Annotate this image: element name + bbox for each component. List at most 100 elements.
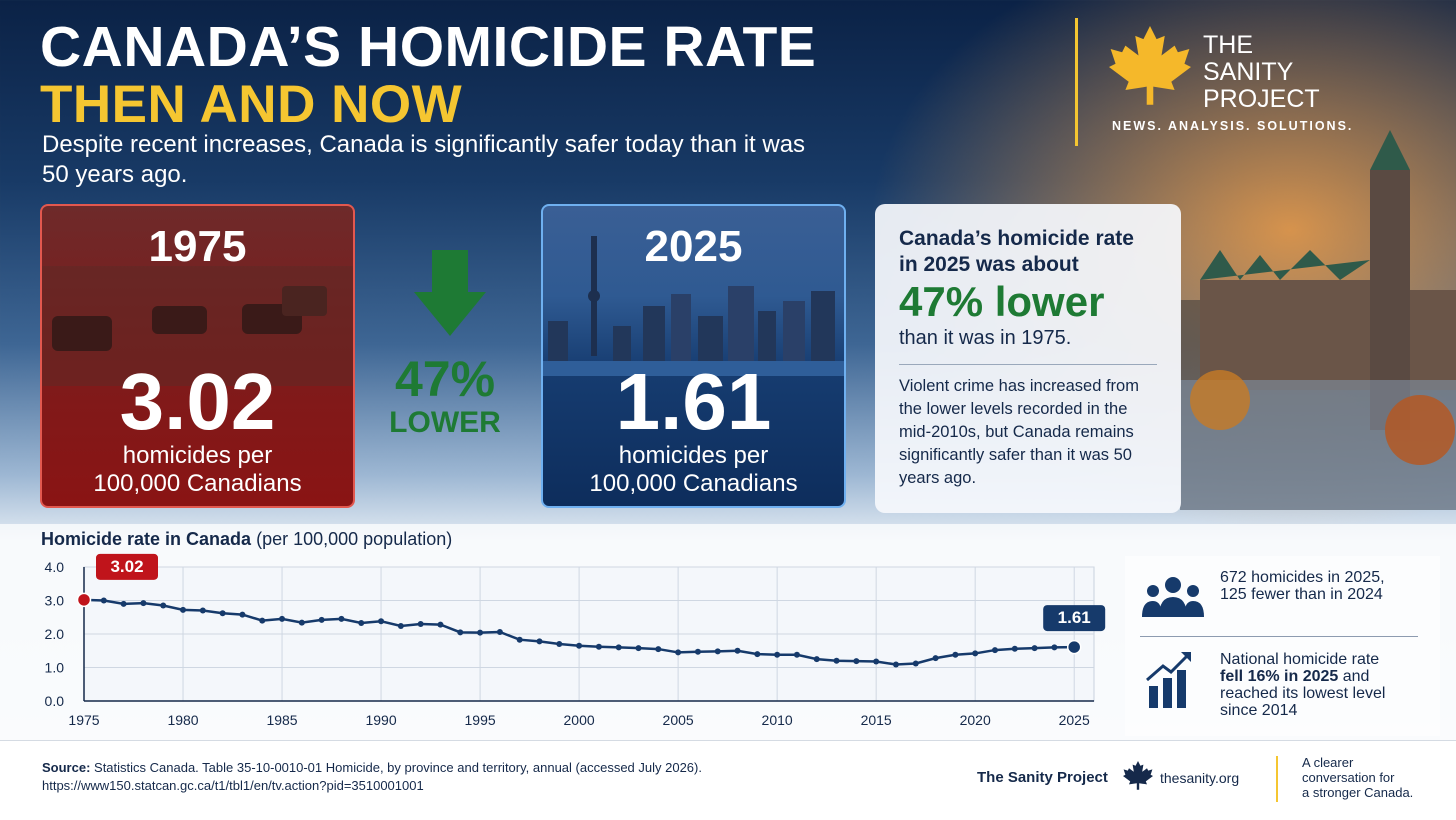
point bbox=[714, 648, 721, 655]
stat-text: 672 homicides in 2025, 125 fewer than in… bbox=[1220, 569, 1385, 603]
point bbox=[952, 651, 959, 658]
point bbox=[615, 644, 622, 651]
skyline-illustration bbox=[543, 236, 844, 376]
point bbox=[516, 636, 523, 643]
stat-divider bbox=[1140, 636, 1418, 637]
point bbox=[1066, 639, 1082, 655]
info-card: Canada’s homicide rate in 2025 was about… bbox=[875, 204, 1181, 513]
divider bbox=[1075, 18, 1078, 146]
point bbox=[140, 600, 147, 607]
stat-text-bold: fell 16% in 2025 bbox=[1220, 668, 1339, 685]
point bbox=[1051, 644, 1058, 651]
people-icon bbox=[1142, 577, 1204, 617]
card-unit: homicides per bbox=[122, 442, 273, 469]
change-label: LOWER bbox=[389, 406, 501, 439]
point bbox=[991, 647, 998, 654]
y-tick-label: 0.0 bbox=[45, 693, 65, 709]
point bbox=[378, 618, 385, 625]
data-label: 1.61 bbox=[1058, 608, 1091, 627]
down-arrow bbox=[414, 250, 486, 336]
x-tick-label: 1985 bbox=[266, 712, 297, 728]
brand-tagline: NEWS. ANALYSIS. SOLUTIONS. bbox=[1112, 119, 1354, 133]
point bbox=[675, 649, 682, 656]
callout-box bbox=[96, 553, 158, 580]
x-tick-label: 2000 bbox=[564, 712, 595, 728]
point bbox=[298, 619, 305, 626]
brand-name: PROJECT bbox=[1203, 85, 1320, 113]
chart-title: Homicide rate in Canada bbox=[41, 529, 252, 549]
card-2025: 2025 1.61 homicides per 100,000 Canadians bbox=[541, 204, 846, 508]
footer-brand: The Sanity Project bbox=[977, 769, 1108, 786]
point bbox=[397, 622, 404, 629]
point bbox=[813, 656, 820, 663]
point bbox=[595, 643, 602, 650]
title-line: CANADA’S HOMICIDE RATE bbox=[40, 15, 817, 79]
point bbox=[734, 647, 741, 654]
parliament-illustration bbox=[1180, 130, 1456, 510]
y-tick-label: 4.0 bbox=[45, 559, 65, 575]
footer-leaf bbox=[1123, 761, 1153, 790]
point bbox=[655, 646, 662, 653]
x-tick-label: 2010 bbox=[762, 712, 793, 728]
point bbox=[100, 597, 107, 604]
info-body-bold: Violent crime bbox=[899, 377, 995, 395]
point bbox=[694, 648, 701, 655]
subtitle: Despite recent increases, Canada is sign… bbox=[42, 131, 806, 188]
x-tick-label: 1995 bbox=[465, 712, 496, 728]
title-line: THEN AND NOW bbox=[40, 75, 463, 134]
point bbox=[576, 642, 583, 649]
street-illustration bbox=[42, 266, 353, 386]
growth-icon bbox=[1146, 652, 1191, 708]
card-year: 1975 bbox=[148, 222, 247, 271]
point bbox=[774, 651, 781, 658]
point bbox=[437, 621, 444, 628]
y-tick-label: 1.0 bbox=[45, 660, 65, 676]
stat-text: and reached its lowest level since 2014 bbox=[1220, 668, 1386, 719]
point bbox=[318, 616, 325, 623]
chart: 0.0 1.0 2.0 3.0 4.0 1975 1980 1985 1990 1995 2000 2… bbox=[45, 553, 1106, 728]
source-label: Source: bbox=[42, 760, 91, 775]
point bbox=[417, 620, 424, 627]
point bbox=[635, 645, 642, 652]
card-unit: 100,000 Canadians bbox=[93, 470, 302, 497]
x-tick-label: 2020 bbox=[960, 712, 991, 728]
card-unit: 100,000 Canadians bbox=[589, 470, 798, 497]
point bbox=[833, 657, 840, 664]
point bbox=[556, 641, 563, 648]
footer-site: thesanity.org bbox=[1160, 770, 1240, 786]
x-tick-label: 2005 bbox=[663, 712, 694, 728]
data-label: 3.02 bbox=[110, 557, 143, 576]
point bbox=[76, 592, 92, 608]
chart-subtitle: (per 100,000 population) bbox=[256, 529, 453, 549]
point bbox=[496, 628, 503, 635]
y-tick-label: 3.0 bbox=[45, 593, 65, 609]
point bbox=[457, 629, 464, 636]
point bbox=[120, 600, 127, 607]
source-text: Statistics Canada. Table 35-10-0010-01 H… bbox=[90, 760, 702, 775]
source-url: https://www150.statcan.gc.ca/t1/tbl1/en/… bbox=[42, 778, 424, 793]
point bbox=[1011, 645, 1018, 652]
x-tick-label: 2025 bbox=[1059, 712, 1090, 728]
point bbox=[972, 650, 979, 657]
info-highlight: 47% lower bbox=[899, 278, 1105, 325]
point bbox=[160, 602, 167, 609]
x-tick-label: 2015 bbox=[861, 712, 892, 728]
x-tick-label: 1975 bbox=[68, 712, 99, 728]
x-tick-label: 1990 bbox=[365, 712, 396, 728]
footer-motto: a stronger Canada. bbox=[1302, 785, 1414, 800]
point bbox=[793, 651, 800, 658]
footer-motto: conversation for bbox=[1302, 770, 1395, 785]
card-value: 3.02 bbox=[119, 357, 276, 446]
footer-motto: A clearer bbox=[1302, 755, 1354, 770]
point bbox=[338, 615, 345, 622]
point bbox=[279, 615, 286, 622]
y-tick-label: 2.0 bbox=[45, 626, 65, 642]
point bbox=[358, 619, 365, 626]
point bbox=[873, 658, 880, 665]
info-lead: Canada’s homicide rate in 2025 was about bbox=[899, 227, 1134, 276]
point bbox=[180, 606, 187, 613]
point bbox=[259, 617, 266, 624]
point bbox=[239, 611, 246, 618]
footer bbox=[0, 740, 1456, 820]
brand-name: SANITY bbox=[1203, 58, 1294, 86]
